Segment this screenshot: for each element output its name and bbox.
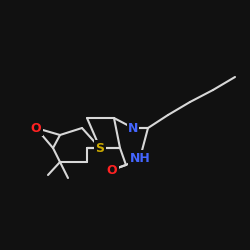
Text: NH: NH <box>130 152 150 164</box>
Text: N: N <box>128 122 138 134</box>
Text: S: S <box>96 142 104 154</box>
Text: O: O <box>31 122 41 134</box>
Text: O: O <box>107 164 117 176</box>
